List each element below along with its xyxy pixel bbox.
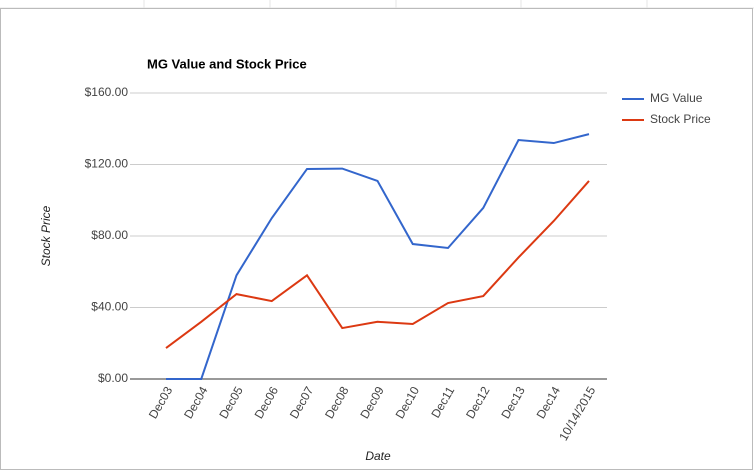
series-line [166, 133, 590, 380]
series-line [165, 180, 590, 349]
chart-frame [0, 8, 753, 470]
y-axis-title: Stock Price [39, 205, 53, 266]
chart-title: MG Value and Stock Price [147, 56, 307, 71]
y-tick-label: $40.00 [91, 300, 128, 314]
y-tick-label: $0.00 [98, 371, 128, 385]
y-tick-label: $120.00 [85, 157, 129, 171]
y-tick-label: $80.00 [91, 228, 128, 242]
legend-label: Stock Price [650, 112, 711, 126]
x-axis-title: Date [365, 449, 391, 463]
sheet-grid [0, 0, 754, 9]
legend-label: MG Value [650, 91, 703, 105]
y-tick-label: $160.00 [85, 85, 129, 99]
